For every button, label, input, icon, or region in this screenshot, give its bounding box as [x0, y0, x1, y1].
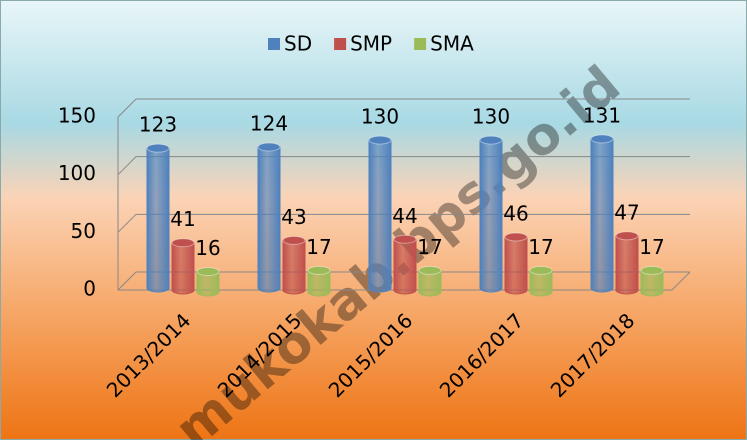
bar-top	[368, 135, 392, 145]
y-tick-label: 100	[58, 161, 96, 185]
bar	[504, 232, 528, 295]
bar-body	[196, 271, 220, 297]
bar	[590, 134, 614, 293]
y-tick-label: 50	[71, 219, 96, 243]
y-tick-label: 150	[58, 104, 96, 128]
legend-swatch	[334, 38, 347, 50]
bar	[368, 135, 392, 293]
bar-body	[146, 147, 170, 293]
bar-body	[171, 242, 195, 295]
bar	[393, 234, 417, 295]
bar-top	[504, 232, 528, 242]
bar-top	[393, 234, 417, 244]
bar-top	[479, 135, 503, 145]
legend-label: SMP	[350, 32, 392, 56]
bar-body	[282, 239, 306, 295]
bar	[282, 235, 306, 295]
bar	[418, 265, 442, 297]
value-label: 41	[170, 207, 195, 231]
value-label: 16	[195, 236, 220, 260]
value-label: 124	[250, 111, 288, 135]
value-label: 130	[472, 105, 510, 129]
bar	[146, 143, 170, 293]
bar-body	[368, 139, 392, 293]
value-label: 123	[139, 113, 177, 137]
grid-line	[117, 98, 690, 118]
bar-body	[615, 235, 639, 295]
bar	[171, 238, 195, 295]
value-label: 131	[583, 103, 621, 127]
value-label: 17	[306, 235, 331, 259]
bar	[257, 142, 281, 293]
bar	[479, 135, 503, 293]
bar-top	[418, 265, 442, 275]
bar-body	[504, 236, 528, 295]
value-label: 17	[639, 235, 664, 259]
bar-body	[393, 238, 417, 295]
bar-body	[257, 146, 281, 293]
value-label: 43	[281, 205, 306, 229]
bar-body	[418, 269, 442, 297]
legend-label: SD	[284, 32, 312, 56]
bar	[640, 265, 664, 297]
bar-top	[171, 238, 195, 248]
bar	[307, 265, 331, 297]
bar-body	[590, 138, 614, 293]
value-label: 47	[614, 200, 639, 224]
bar-top	[615, 231, 639, 241]
grid-line	[117, 156, 690, 176]
legend-swatch	[268, 38, 280, 50]
value-label: 17	[417, 235, 442, 259]
bar-body	[529, 269, 553, 297]
legend-swatch	[414, 38, 427, 50]
bar-body	[307, 269, 331, 297]
bar	[196, 267, 220, 297]
bar-top	[307, 265, 331, 275]
bar-top	[257, 142, 281, 152]
bar	[615, 231, 639, 295]
bar-top	[529, 265, 553, 275]
bar-body	[479, 139, 503, 293]
y-tick-label: 0	[83, 277, 96, 301]
legend-label: SMA	[430, 32, 474, 56]
grid-line	[117, 213, 690, 233]
bar-top	[590, 134, 614, 144]
value-label: 130	[361, 105, 399, 129]
value-label: 46	[503, 201, 528, 225]
bar-top	[146, 143, 170, 153]
bar-top	[282, 235, 306, 245]
bar	[529, 265, 553, 297]
bar-top	[640, 265, 664, 275]
bar-body	[640, 269, 664, 297]
value-label: 17	[528, 235, 553, 259]
bar-top	[196, 267, 220, 277]
value-label: 44	[392, 204, 417, 228]
